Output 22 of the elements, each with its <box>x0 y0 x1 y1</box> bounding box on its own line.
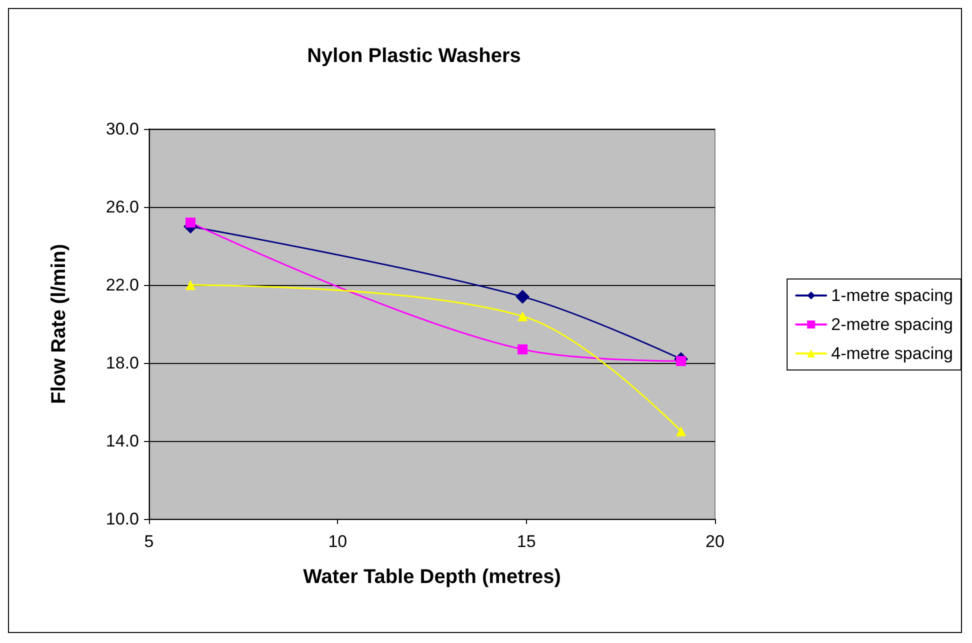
legend-label: 2-metre spacing <box>831 315 953 334</box>
x-tick-label: 10 <box>328 532 348 551</box>
point <box>186 218 196 228</box>
chart-title: Nylon Plastic Washers <box>307 45 521 67</box>
y-tick-label: 26.0 <box>106 198 139 216</box>
legend-label: 1-metre spacing <box>831 286 953 305</box>
point <box>518 344 528 354</box>
y-tick-label: 18.0 <box>106 354 139 372</box>
y-tick-label: 10.0 <box>106 510 139 528</box>
x-tick-label: 5 <box>144 532 154 551</box>
y-tick-label: 22.0 <box>106 276 139 294</box>
x-tick-label: 15 <box>516 532 536 551</box>
point <box>516 290 530 304</box>
point <box>186 280 196 290</box>
point <box>676 426 686 436</box>
legend-label: 4-metre spacing <box>831 344 953 363</box>
y-tick-label: 30.0 <box>106 120 139 138</box>
x-axis-title: Water Table Depth (metres) <box>303 566 561 588</box>
y-tick-label: 14.0 <box>106 432 139 450</box>
y-axis-title: Flow Rate (l/min) <box>48 244 70 404</box>
point <box>518 311 528 322</box>
x-tick-label: 20 <box>706 532 724 551</box>
